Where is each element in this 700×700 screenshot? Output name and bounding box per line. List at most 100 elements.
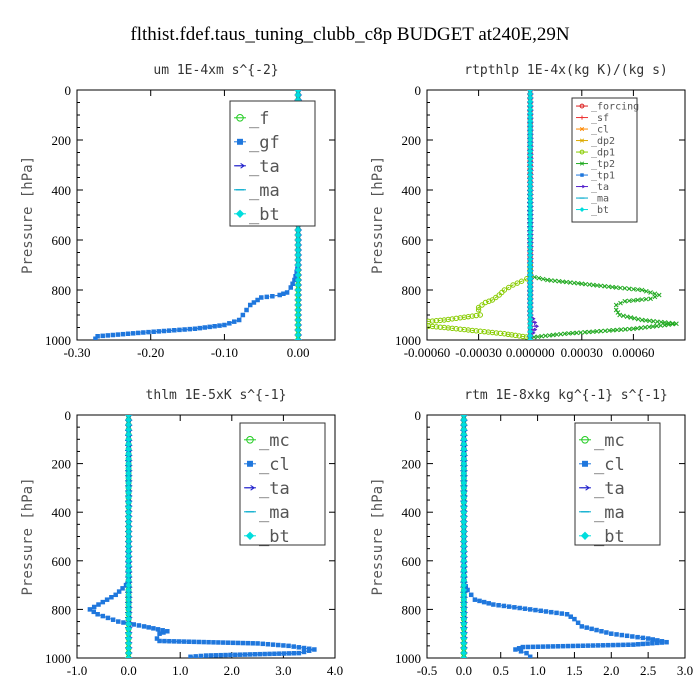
data-point: [221, 640, 226, 645]
legend-entry: _dp2: [576, 136, 615, 147]
data-point: [125, 601, 132, 608]
panel-3: thlm 1E-5xK s^{-1} Pressure [hPa] 0 200 400 6…: [20, 388, 343, 678]
data-point: [468, 592, 474, 598]
data-point: [460, 426, 468, 433]
legend-marker: [579, 138, 585, 143]
data-point: [674, 321, 679, 327]
data-point: [527, 217, 533, 224]
data-point: [670, 320, 675, 326]
data-point: [252, 652, 258, 657]
data-point: [527, 264, 533, 270]
data-point: [654, 640, 660, 646]
data-point: [527, 287, 533, 293]
data-point: [631, 298, 636, 303]
y-tick-label: 600: [402, 554, 422, 569]
data-point: [635, 642, 641, 647]
data-point: [146, 329, 151, 335]
data-point: [606, 642, 611, 648]
data-point: [121, 620, 126, 625]
x-tick-label: 0.00030: [561, 345, 603, 360]
data-point: [255, 641, 260, 646]
data-point: [460, 577, 468, 584]
data-point: [482, 299, 489, 306]
data-point: [165, 629, 170, 634]
data-point: [277, 651, 282, 656]
data-point: [235, 640, 241, 646]
data-point: [460, 421, 468, 428]
data-point: [275, 642, 281, 648]
data-point: [631, 286, 636, 292]
data-point: [125, 528, 132, 535]
y-axis-label: Pressure [hPa]: [370, 477, 386, 595]
data-point: [516, 333, 522, 339]
data-point: [259, 295, 264, 300]
data-point: [527, 171, 533, 178]
data-point: [125, 615, 132, 623]
data-point: [125, 415, 132, 419]
data-point: [559, 611, 565, 616]
y-tick-label: 1000: [45, 333, 71, 348]
data-point: [125, 421, 132, 428]
data-point: [281, 291, 286, 296]
data-point: [475, 304, 482, 311]
data-point: [294, 90, 302, 94]
legend-entry: _cl: [244, 455, 290, 475]
data-point: [572, 616, 577, 622]
data-point: [472, 597, 478, 602]
data-point: [95, 334, 100, 339]
data-point: [527, 160, 533, 166]
legend-entry: _ta: [244, 479, 290, 499]
x-tick-label: 0.00060: [612, 345, 654, 360]
data-point: [203, 653, 209, 658]
data-point: [630, 634, 635, 639]
data-point: [255, 297, 260, 303]
data-point: [640, 635, 646, 641]
x-tick-label: 2.5: [640, 663, 656, 678]
data-point: [247, 302, 253, 308]
data-point: [242, 652, 248, 657]
data-point: [575, 280, 581, 286]
panel-title: thlm 1E-5xK s^{-1}: [146, 388, 287, 403]
panel-4: rtm 1E-8xkg kg^{-1} s^{-1} Pressure [hPa]…: [370, 388, 693, 678]
data-point: [510, 282, 516, 288]
data-point: [640, 641, 646, 647]
data-point: [460, 557, 468, 564]
data-point: [570, 643, 576, 649]
data-point: [533, 607, 538, 613]
data-point: [527, 308, 533, 314]
data-point: [645, 636, 651, 641]
data-point: [590, 643, 596, 648]
data-point: [611, 642, 616, 648]
data-point: [227, 321, 232, 326]
data-point: [527, 271, 533, 278]
data-point: [284, 290, 290, 295]
data-point: [260, 641, 266, 647]
data-point: [589, 626, 594, 632]
data-point: [125, 479, 132, 487]
data-point: [161, 328, 167, 334]
data-point: [272, 651, 277, 657]
data-point: [631, 326, 636, 332]
series-bt: [125, 415, 132, 658]
data-point: [460, 581, 468, 589]
y-tick-label: 600: [52, 233, 72, 248]
data-point: [594, 329, 600, 334]
data-point: [602, 283, 608, 289]
y-tick-label: 400: [52, 183, 72, 198]
data-point: [115, 332, 121, 337]
data-point: [518, 649, 524, 654]
data-point: [614, 327, 620, 333]
x-tick-label: -0.5: [417, 663, 438, 678]
legend-label: _ta: [591, 182, 609, 193]
data-point: [527, 283, 533, 289]
data-point: [460, 562, 468, 569]
data-point: [286, 651, 292, 656]
data-point: [136, 330, 141, 336]
legend-entry: _mc: [579, 431, 625, 451]
data-point: [520, 644, 526, 650]
data-point: [527, 252, 533, 259]
legend-label: _ta: [259, 479, 290, 499]
data-point: [562, 331, 567, 337]
data-point: [460, 615, 468, 623]
data-point: [217, 323, 222, 328]
